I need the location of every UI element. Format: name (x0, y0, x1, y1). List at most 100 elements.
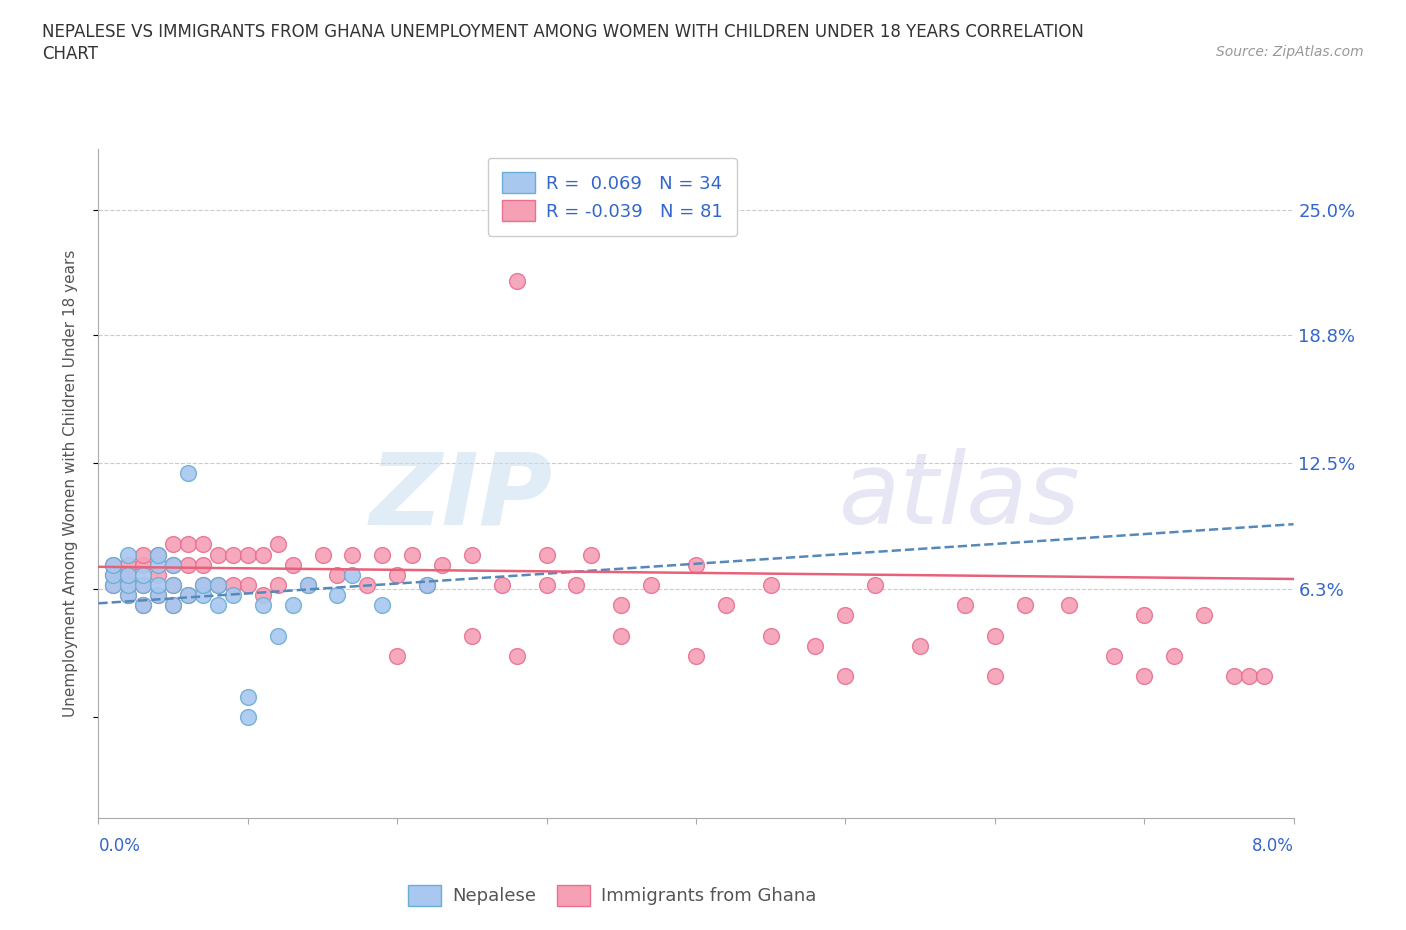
Point (536, 578, 558, 592)
Point (430, 557, 453, 572)
Point (342, 567, 364, 582)
Point (103, 578, 125, 592)
Point (148, 588, 170, 603)
Point (103, 557, 125, 572)
Point (252, 598, 274, 613)
Point (581, 547, 603, 562)
Point (222, 547, 245, 562)
Point (177, 537, 200, 551)
Point (834, 608, 856, 623)
Point (297, 578, 319, 592)
Text: Source: ZipAtlas.com: Source: ZipAtlas.com (1216, 45, 1364, 59)
Point (207, 578, 229, 592)
Point (610, 629, 633, 644)
Point (326, 588, 349, 603)
Text: CHART: CHART (42, 45, 98, 62)
Point (177, 557, 200, 572)
Point (416, 578, 439, 592)
Point (207, 598, 229, 613)
Point (191, 588, 214, 603)
Point (714, 598, 737, 613)
Point (297, 578, 319, 592)
Point (356, 578, 378, 592)
Point (177, 588, 200, 603)
Point (1163, 648, 1185, 663)
Point (565, 578, 588, 592)
Point (834, 669, 856, 684)
Point (162, 537, 184, 551)
Point (863, 578, 886, 592)
Point (207, 578, 229, 592)
Point (342, 547, 364, 562)
Point (117, 557, 139, 572)
Point (685, 557, 707, 572)
Point (162, 557, 184, 572)
Point (1059, 598, 1081, 613)
Text: ZIP: ZIP (370, 448, 553, 546)
Point (506, 648, 529, 663)
Point (222, 578, 245, 592)
Point (416, 578, 439, 592)
Point (252, 588, 274, 603)
Point (162, 598, 184, 613)
Point (610, 598, 633, 613)
Point (1014, 598, 1036, 613)
Point (162, 578, 184, 592)
Point (1237, 669, 1260, 684)
Point (117, 567, 139, 582)
Point (281, 557, 304, 572)
Point (640, 578, 662, 592)
Point (685, 648, 707, 663)
Point (371, 547, 394, 562)
Point (983, 669, 1005, 684)
Point (953, 598, 976, 613)
Point (117, 567, 139, 582)
Point (191, 537, 214, 551)
Point (267, 537, 290, 551)
Point (1192, 608, 1215, 623)
Point (103, 567, 125, 582)
Point (1222, 669, 1246, 684)
Point (461, 629, 484, 644)
Point (148, 547, 170, 562)
Point (148, 547, 170, 562)
Point (103, 557, 125, 572)
Point (371, 598, 394, 613)
Point (267, 578, 290, 592)
Point (385, 567, 409, 582)
Point (148, 578, 170, 592)
Point (222, 588, 245, 603)
Point (191, 578, 214, 592)
Point (1253, 669, 1275, 684)
Point (281, 598, 304, 613)
Point (207, 547, 229, 562)
Point (177, 588, 200, 603)
Point (117, 547, 139, 562)
Point (236, 547, 259, 562)
Point (252, 547, 274, 562)
Point (148, 588, 170, 603)
Point (132, 547, 155, 562)
Point (191, 557, 214, 572)
Point (177, 466, 200, 481)
Point (267, 629, 290, 644)
Point (311, 547, 333, 562)
Point (536, 547, 558, 562)
Point (132, 598, 155, 613)
Point (759, 578, 782, 592)
Point (326, 567, 349, 582)
Point (401, 547, 423, 562)
Point (385, 648, 409, 663)
Point (148, 557, 170, 572)
Text: 0.0%: 0.0% (98, 837, 141, 855)
Point (148, 567, 170, 582)
Point (132, 578, 155, 592)
Point (103, 578, 125, 592)
Point (191, 578, 214, 592)
Text: 8.0%: 8.0% (1251, 837, 1294, 855)
Point (103, 567, 125, 582)
Point (1102, 648, 1125, 663)
Point (162, 578, 184, 592)
Point (117, 588, 139, 603)
Point (461, 547, 484, 562)
